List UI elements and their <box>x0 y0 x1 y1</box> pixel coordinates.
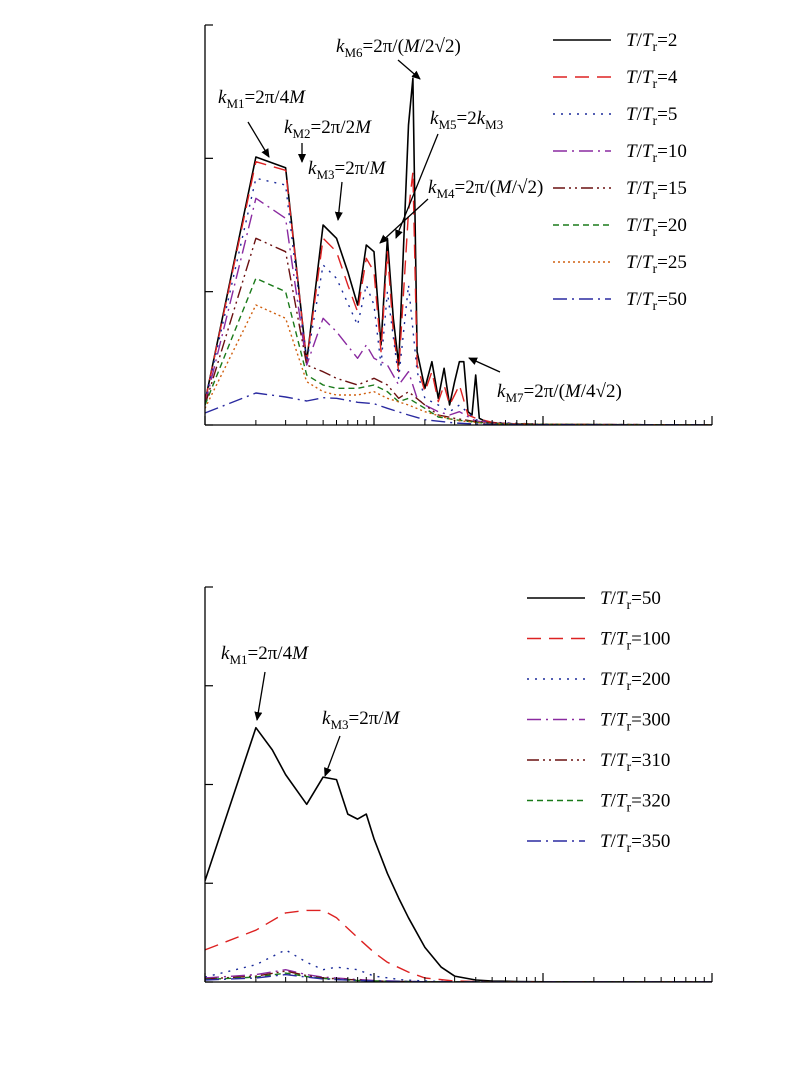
annotation-label: kM1=2π/4M <box>221 643 309 667</box>
legend-label-1: T/Tr=50 <box>600 588 661 613</box>
legend-label-4: T/Tr=10 <box>626 141 687 166</box>
annotation-arrow <box>468 357 501 373</box>
legend-label-6: T/Tr=20 <box>626 215 687 240</box>
series-line-8 <box>205 392 712 425</box>
chart-panel-a: T/Tr=2 T/Tr=4 T/Tr=5 T/Tr=10 T/Tr=15 T/Tr=20 T… <box>204 24 713 426</box>
series-line-7 <box>205 973 712 982</box>
series-line-7 <box>205 304 712 425</box>
series-line-4 <box>205 969 712 982</box>
annotation-arrow <box>334 181 343 221</box>
annotation-label: kM3=2π/M <box>308 158 387 182</box>
annotation-label: kM2=2π/2M <box>284 117 372 141</box>
legend: T/Tr=2 T/Tr=4 T/Tr=5 T/Tr=10 T/Tr=15 T/Tr=20 T… <box>553 30 687 314</box>
legend-label-3: T/Tr=200 <box>600 669 670 694</box>
legend-label-1: T/Tr=2 <box>626 30 677 55</box>
annotation-arrow <box>247 121 270 158</box>
annotation-label: kM3=2π/M <box>322 708 401 732</box>
annotation-label: kM5=2kM3 <box>430 108 503 132</box>
legend-label-2: T/Tr=100 <box>600 629 670 654</box>
legend-label-5: T/Tr=15 <box>626 178 687 203</box>
legend-label-8: T/Tr=50 <box>626 289 687 314</box>
legend-label-7: T/Tr=25 <box>626 252 687 277</box>
annotation-arrow <box>324 735 341 777</box>
legend-label-7: T/Tr=350 <box>600 831 670 856</box>
annotation-label: kM1=2π/4M <box>218 87 306 111</box>
legend-label-4: T/Tr=300 <box>600 710 670 735</box>
annotation-arrow <box>397 59 421 80</box>
series-line-6 <box>205 972 712 982</box>
series-line-5 <box>205 237 712 425</box>
series-line-1 <box>205 726 712 982</box>
legend-label-5: T/Tr=310 <box>600 750 670 775</box>
legend: T/Tr=50 T/Tr=100 T/Tr=200 T/Tr=300 T/Tr=310 T… <box>527 588 670 856</box>
legend-label-6: T/Tr=320 <box>600 791 670 816</box>
legend-label-2: T/Tr=4 <box>626 67 678 92</box>
chart-panel-b: T/Tr=50 T/Tr=100 T/Tr=200 T/Tr=300 T/Tr=310 T… <box>204 586 713 983</box>
annotation-label: kM6=2π/(M/2√2) <box>336 36 461 60</box>
annotation-label: kM4=2π/(M/√2) <box>428 177 543 201</box>
annotation-arrow <box>395 133 439 239</box>
annotation-label: kM7=2π/(M/4√2) <box>497 381 622 405</box>
annotation-arrow <box>254 671 266 721</box>
legend-label-3: T/Tr=5 <box>626 104 677 129</box>
series-line-2 <box>205 909 712 982</box>
annotation-arrow <box>379 198 429 244</box>
